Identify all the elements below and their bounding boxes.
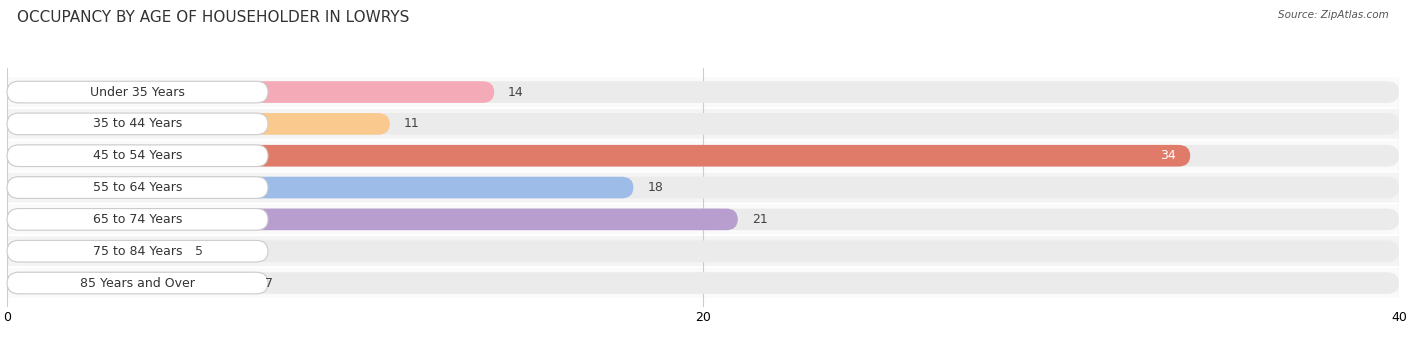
FancyBboxPatch shape <box>7 268 1399 298</box>
FancyBboxPatch shape <box>7 240 181 262</box>
FancyBboxPatch shape <box>7 113 269 135</box>
FancyBboxPatch shape <box>7 177 1399 198</box>
Text: 5: 5 <box>195 245 202 258</box>
Text: Source: ZipAtlas.com: Source: ZipAtlas.com <box>1278 10 1389 20</box>
Text: 7: 7 <box>264 277 273 290</box>
FancyBboxPatch shape <box>7 77 1399 107</box>
Text: 75 to 84 Years: 75 to 84 Years <box>93 245 183 258</box>
FancyBboxPatch shape <box>7 177 269 198</box>
FancyBboxPatch shape <box>7 141 1399 171</box>
FancyBboxPatch shape <box>7 272 1399 294</box>
FancyBboxPatch shape <box>7 209 738 230</box>
Text: 35 to 44 Years: 35 to 44 Years <box>93 117 183 130</box>
FancyBboxPatch shape <box>7 236 1399 266</box>
Text: 45 to 54 Years: 45 to 54 Years <box>93 149 183 162</box>
FancyBboxPatch shape <box>7 109 1399 139</box>
FancyBboxPatch shape <box>7 113 389 135</box>
Text: 85 Years and Over: 85 Years and Over <box>80 277 195 290</box>
FancyBboxPatch shape <box>7 272 269 294</box>
FancyBboxPatch shape <box>7 81 495 103</box>
FancyBboxPatch shape <box>7 209 1399 230</box>
FancyBboxPatch shape <box>7 113 1399 135</box>
FancyBboxPatch shape <box>7 240 1399 262</box>
Text: 65 to 74 Years: 65 to 74 Years <box>93 213 183 226</box>
FancyBboxPatch shape <box>7 272 250 294</box>
FancyBboxPatch shape <box>7 145 269 166</box>
Text: 21: 21 <box>752 213 768 226</box>
FancyBboxPatch shape <box>7 145 1399 166</box>
Text: 14: 14 <box>508 86 524 99</box>
FancyBboxPatch shape <box>7 204 1399 234</box>
Text: 34: 34 <box>1160 149 1177 162</box>
Text: 55 to 64 Years: 55 to 64 Years <box>93 181 183 194</box>
FancyBboxPatch shape <box>7 81 1399 103</box>
FancyBboxPatch shape <box>7 173 1399 203</box>
Text: OCCUPANCY BY AGE OF HOUSEHOLDER IN LOWRYS: OCCUPANCY BY AGE OF HOUSEHOLDER IN LOWRY… <box>17 10 409 25</box>
FancyBboxPatch shape <box>7 81 269 103</box>
FancyBboxPatch shape <box>7 209 269 230</box>
FancyBboxPatch shape <box>7 177 633 198</box>
Text: 18: 18 <box>647 181 664 194</box>
FancyBboxPatch shape <box>7 145 1191 166</box>
Text: Under 35 Years: Under 35 Years <box>90 86 186 99</box>
Text: 11: 11 <box>404 117 419 130</box>
FancyBboxPatch shape <box>7 240 269 262</box>
